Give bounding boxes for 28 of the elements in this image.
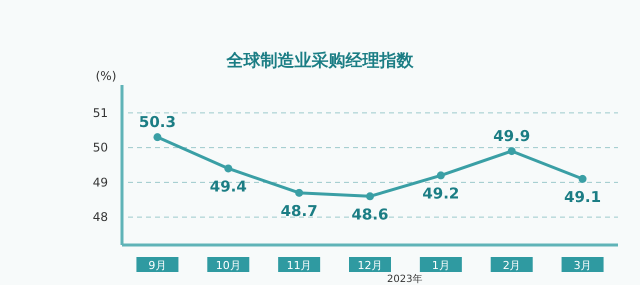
point [436, 171, 445, 180]
data-label: 49.2 [422, 184, 460, 202]
x-tick-label: 10月 [216, 259, 241, 272]
point [366, 192, 374, 200]
data-label: 49.4 [210, 177, 247, 196]
x-tick-label: 1月 [432, 259, 450, 272]
point [578, 174, 587, 183]
data-label: 49.9 [493, 127, 530, 146]
data-label: 50.3 [138, 113, 176, 132]
point [295, 188, 304, 197]
x-tick-label: 3月 [574, 259, 592, 272]
data-label: 48.6 [351, 205, 389, 224]
y-axis-title: (%) [96, 69, 116, 83]
x-tick-label: 12月 [358, 259, 382, 272]
x-tick-label: 11月 [286, 259, 312, 272]
text: 2023年 [386, 273, 422, 285]
chart-title: 全球制造业采购经理指数 [226, 51, 414, 71]
y-tick-label: 51 [92, 106, 108, 120]
x-tick-label: 9月 [148, 259, 166, 272]
x-tick-label: 2月 [502, 259, 521, 272]
point [153, 133, 162, 142]
point [224, 164, 232, 172]
y-tick-label: 50 [92, 140, 108, 155]
point [508, 147, 516, 156]
y-tick-label: 49 [92, 175, 108, 190]
data-label: 48.7 [280, 202, 318, 220]
data-label: 49.1 [564, 188, 602, 206]
y-tick-label: 48 [92, 210, 108, 224]
